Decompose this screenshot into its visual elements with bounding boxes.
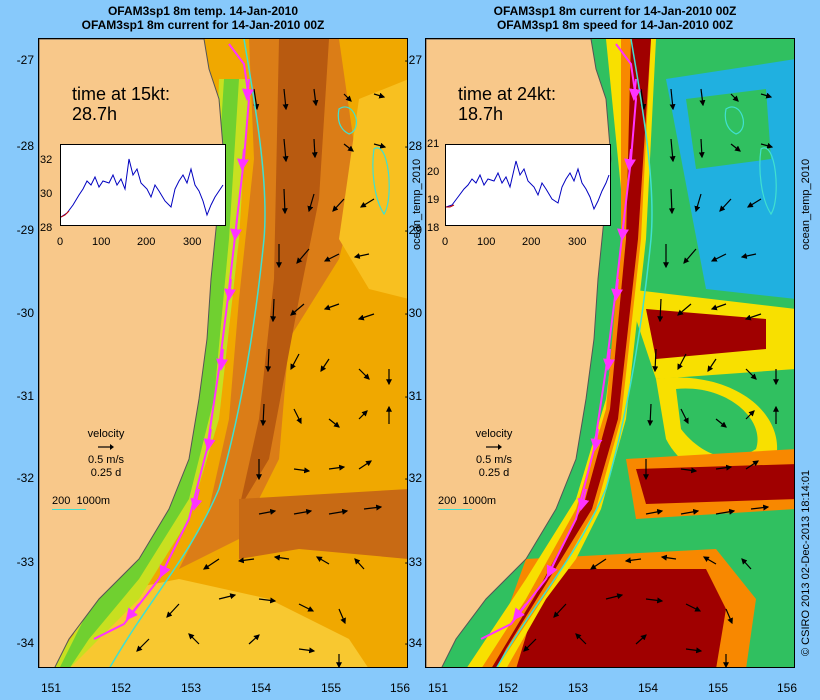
inset-ytick: 18 xyxy=(427,222,440,234)
inset-xtick: 0 xyxy=(57,236,64,248)
left-depth-legend: 200 1000m xyxy=(52,495,110,510)
lat-tick: -27 xyxy=(16,53,34,67)
depth-line xyxy=(52,509,86,510)
lon-tick: 154 xyxy=(637,681,659,695)
right-time-label: time at 24kt: 18.7h xyxy=(458,84,556,124)
lat-tick: -29 xyxy=(16,223,34,237)
lat-tick: -27 xyxy=(404,53,422,67)
right-title-line2: OFAM3sp1 8m speed for 14-Jan-2010 00Z xyxy=(496,18,734,32)
left-title-line1: OFAM3sp1 8m temp. 14-Jan-2010 xyxy=(107,4,299,18)
time-caption: time at 24kt: xyxy=(458,84,557,104)
legend-speed: 0.5 m/s xyxy=(87,454,125,466)
current-vectors xyxy=(136,88,392,667)
lon-tick: 155 xyxy=(320,681,342,695)
inset-ytick: 21 xyxy=(427,138,440,150)
lat-tick: -32 xyxy=(404,471,422,485)
right-velocity-legend: velocity 0.5 m/s 0.25 d xyxy=(454,428,534,480)
inset-ytick: 32 xyxy=(40,154,53,166)
time-value: 18.7h xyxy=(458,104,504,124)
legend-title: velocity xyxy=(87,428,125,440)
lon-tick: 152 xyxy=(110,681,132,695)
lat-tick: -33 xyxy=(16,555,34,569)
legend-duration: 0.25 d xyxy=(478,467,510,479)
depth-label: 200 1000m xyxy=(52,495,111,507)
right-depth-legend: 200 1000m xyxy=(438,495,496,510)
legend-arrow-icon xyxy=(98,444,114,450)
left-title-line2: OFAM3sp1 8m current for 14-Jan-2010 00Z xyxy=(81,18,325,32)
left-velocity-legend: velocity 0.5 m/s 0.25 d xyxy=(66,428,146,480)
ship-track xyxy=(93,43,254,640)
ship-track xyxy=(480,43,641,640)
right-title: OFAM3sp1 8m current for 14-Jan-2010 00Z … xyxy=(425,4,805,32)
right-inset-frame xyxy=(445,144,611,226)
left-title: OFAM3sp1 8m temp. 14-Jan-2010 OFAM3sp1 8… xyxy=(38,4,368,32)
inset-xtick: 300 xyxy=(568,236,587,248)
right-map-svg xyxy=(426,39,794,667)
inset-xtick: 200 xyxy=(522,236,541,248)
time-value: 28.7h xyxy=(72,104,118,124)
lon-tick: 151 xyxy=(427,681,449,695)
lon-tick: 156 xyxy=(776,681,798,695)
right-title-line1: OFAM3sp1 8m current for 14-Jan-2010 00Z xyxy=(493,4,737,18)
legend-title: velocity xyxy=(475,428,513,440)
inset-ytick: 28 xyxy=(40,222,53,234)
right-inset-series xyxy=(445,160,610,211)
inset-ytick: 20 xyxy=(427,166,440,178)
inset-ytick: 30 xyxy=(40,188,53,200)
right-side-label: ocean_temp_2010 xyxy=(800,158,812,250)
lon-tick: 154 xyxy=(250,681,272,695)
lat-tick: -28 xyxy=(404,139,422,153)
lat-tick: -32 xyxy=(16,471,34,485)
lon-tick: 156 xyxy=(389,681,411,695)
inset-xtick: 100 xyxy=(477,236,496,248)
depth-label: 200 1000m xyxy=(438,495,497,507)
lat-tick: -31 xyxy=(404,389,422,403)
left-inset-frame xyxy=(60,144,226,226)
inset-xtick: 100 xyxy=(92,236,111,248)
lon-tick: 153 xyxy=(180,681,202,695)
lat-tick: -34 xyxy=(404,636,422,650)
left-side-label: ocean_temp_2010 xyxy=(411,158,423,250)
legend-duration: 0.25 d xyxy=(90,467,122,479)
inset-xtick: 300 xyxy=(183,236,202,248)
time-caption: time at 15kt: xyxy=(72,84,171,104)
legend-speed: 0.5 m/s xyxy=(475,454,513,466)
lon-tick: 152 xyxy=(497,681,519,695)
credit-label: © CSIRO 2013 02-Dec-2013 18:14:01 xyxy=(800,469,812,656)
lat-tick: -29 xyxy=(404,223,422,237)
left-map-panel[interactable] xyxy=(38,38,408,668)
depth-line xyxy=(438,509,472,510)
lat-tick: -31 xyxy=(16,389,34,403)
lon-tick: 151 xyxy=(40,681,62,695)
left-map-svg xyxy=(39,39,407,667)
right-map-panel[interactable] xyxy=(425,38,795,668)
lat-tick: -30 xyxy=(404,306,422,320)
lat-tick: -34 xyxy=(16,636,34,650)
left-inset-series xyxy=(60,158,224,218)
inset-xtick: 200 xyxy=(137,236,156,248)
left-time-label: time at 15kt: 28.7h xyxy=(72,84,170,124)
inset-ytick: 19 xyxy=(427,194,440,206)
lat-tick: -33 xyxy=(404,555,422,569)
lat-tick: -28 xyxy=(16,139,34,153)
lat-tick: -30 xyxy=(16,306,34,320)
inset-xtick: 0 xyxy=(442,236,449,248)
current-vectors xyxy=(523,88,779,667)
lon-tick: 155 xyxy=(707,681,729,695)
lon-tick: 153 xyxy=(567,681,589,695)
legend-arrow-icon xyxy=(486,444,502,450)
